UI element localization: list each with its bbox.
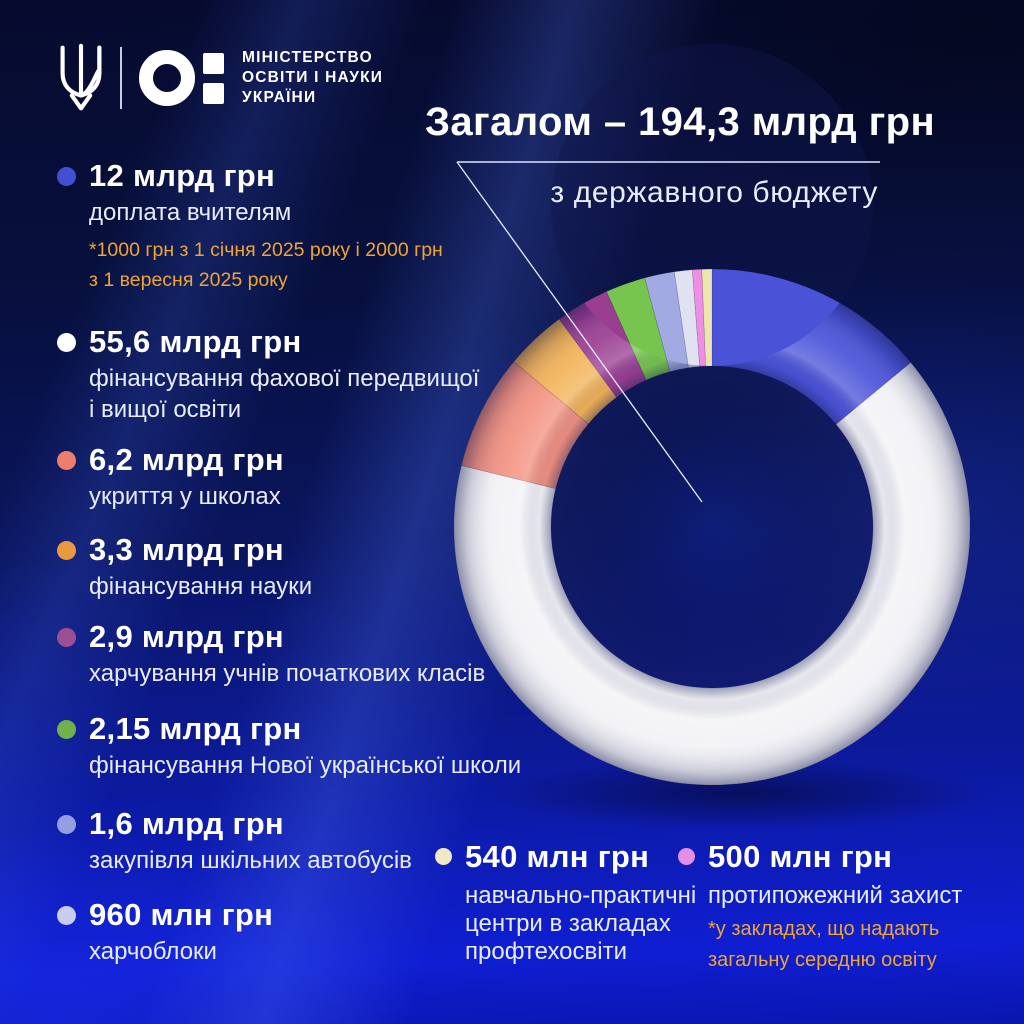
legend-amount: 960 млн грн [89, 897, 274, 932]
ministry-name: МІНІСТЕРСТВО ОСВІТИ І НАУКИ УКРАЇНИ [242, 48, 383, 108]
legend-bullet-icon [57, 541, 76, 560]
trident-icon [60, 43, 102, 111]
legend-amount: 1,6 млрд грн [89, 806, 284, 841]
legend-item-1: 55,6 млрд грн фінансування фахової передв… [57, 323, 479, 425]
legend-amount: 12 млрд грн [89, 158, 276, 193]
ministry-name-line: МІНІСТЕРСТВО [242, 49, 373, 66]
brand-header: МІНІСТЕРСТВО ОСВІТИ І НАУКИ УКРАЇНИ [58, 42, 383, 114]
legend-description: укриття у школах [89, 483, 281, 510]
ministry-logo-colon-icon [203, 52, 224, 104]
legend-description: фінансування науки [89, 573, 313, 600]
colon-square-top [203, 52, 224, 74]
legend-bullet-icon [57, 720, 76, 739]
legend-bullet-icon [57, 628, 76, 647]
legend-item-6: 1,6 млрд грн закупівля шкільних автобусів [57, 805, 412, 876]
legend-description: харчування учнів початкових класів [89, 660, 486, 687]
ministry-name-line: ОСВІТИ І НАУКИ [242, 69, 384, 86]
legend-bullet-icon [435, 848, 452, 865]
legend-item-7: 960 млн грн харчоблоки [57, 896, 273, 967]
donut-drop-shadow [486, 758, 990, 830]
legend-bullet-icon [57, 333, 76, 352]
legend-item-2: 6,2 млрд грн укриття у школах [57, 441, 284, 512]
legend-bullet-icon [57, 167, 76, 186]
legend-amount: 6,2 млрд грн [89, 442, 284, 477]
legend-item-4: 2,9 млрд грн харчування учнів початкових … [57, 618, 485, 689]
legend-amount: 3,3 млрд грн [89, 532, 284, 567]
legend-description: закупівля шкільних автобусів [89, 847, 412, 874]
legend-bullet-icon [678, 848, 695, 865]
legend-bullet-icon [57, 451, 76, 470]
page-subtitle: з державного бюджету [550, 176, 878, 209]
leader-line [456, 161, 703, 503]
legend-amount: 500 млн грн [708, 839, 893, 874]
legend-bullet-icon [57, 906, 76, 925]
legend-item-3: 3,3 млрд грн фінансування науки [57, 531, 312, 602]
legend-description: протипожежний захист [708, 882, 963, 909]
legend-bullet-icon [57, 815, 76, 834]
legend-description: доплата вчителям [89, 199, 292, 226]
legend-item-9: 500 млн грн протипожежний захист *у заклад… [678, 838, 962, 976]
colon-square-bottom [203, 82, 224, 104]
legend-item-8: 540 млн грн навчально-практичні центри в … [435, 838, 696, 966]
brand-divider [120, 47, 122, 109]
legend-note: *1000 грн з 1 січня 2025 року і 2000 грн… [89, 239, 443, 291]
legend-item-0: 12 млрд грн доплата вчителям *1000 грн з 1… [57, 157, 443, 295]
ministry-name-line: УКРАЇНИ [242, 89, 317, 106]
legend-description: фінансування Нової української школи [89, 752, 522, 779]
legend-amount: 2,9 млрд грн [89, 619, 284, 654]
legend-item-5: 2,15 млрд грн фінансування Нової українсь… [57, 710, 521, 781]
page-title: Загалом – 194,3 млрд грн [424, 100, 936, 144]
donut-tube-shading-overlay [453, 44, 970, 786]
legend-description: навчально-практичні центри в закладах пр… [465, 882, 697, 965]
legend-amount: 2,15 млрд грн [89, 711, 302, 746]
legend-description: фінансування фахової передвищої і вищої … [89, 365, 480, 423]
legend-note: *у закладах, що надають загальну середню… [708, 918, 940, 971]
legend-amount: 540 млн грн [465, 839, 650, 874]
legend-amount: 55,6 млрд грн [89, 324, 302, 359]
legend-description: харчоблоки [89, 938, 217, 965]
